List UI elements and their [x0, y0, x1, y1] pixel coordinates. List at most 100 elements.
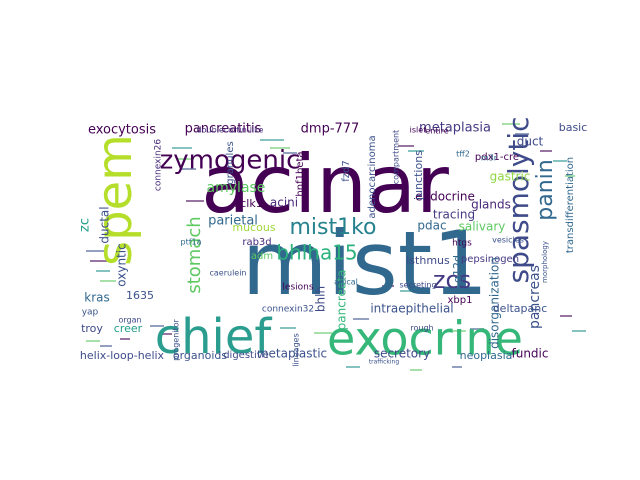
cloud-word-pancreas: pancreas — [527, 265, 543, 329]
filler-word-mark — [96, 270, 110, 272]
cloud-word-progenitor: progenitor — [172, 318, 181, 360]
cloud-word-pancreatitis: pancreatitis — [185, 122, 262, 137]
cloud-word-doublecortin-like: doublecortin-like — [197, 126, 264, 135]
filler-word-mark — [180, 168, 196, 170]
cloud-word-bhlh: bhlh — [314, 286, 328, 312]
cloud-word-lineages: lineages — [292, 333, 301, 367]
filler-word-mark — [450, 330, 466, 332]
cloud-word-caerulein: caerulein — [209, 269, 246, 278]
cloud-word-entire: entire — [425, 127, 448, 136]
cloud-word-rough: rough — [410, 324, 433, 333]
filler-word-mark — [502, 123, 520, 125]
cloud-word-apical: apical — [334, 278, 358, 287]
filler-word-mark — [400, 290, 412, 292]
cloud-word-fzd7: fzd7 — [341, 160, 352, 181]
filler-word-mark — [120, 338, 130, 340]
cloud-word-htgs: htgs — [452, 239, 472, 249]
cloud-word-zc: zc — [78, 218, 93, 232]
filler-word-mark — [353, 318, 369, 320]
filler-word-mark — [100, 345, 112, 347]
cloud-word-stomach: stomach — [184, 216, 205, 293]
cloud-word-m3r: m3r — [481, 154, 498, 163]
cloud-word-rab3d: rab3d — [242, 237, 271, 248]
cloud-word-kras: kras — [84, 291, 110, 305]
cloud-word-isthmus: isthmus — [406, 254, 450, 267]
cloud-word-chief: chief — [155, 309, 273, 365]
cloud-word-dmp-777: dmp-777 — [301, 122, 360, 137]
cloud-word-dclk1: dclk1 — [233, 197, 262, 210]
cloud-word-adenocarcinoma: adenocarcinoma — [367, 135, 378, 218]
cloud-word-acini: acini — [270, 196, 298, 210]
cloud-word-zymogenic: zymogenic — [160, 146, 301, 176]
filler-word-mark — [172, 147, 192, 149]
filler-word-mark — [176, 158, 194, 160]
cloud-word-tff2: tff2 — [456, 150, 470, 159]
cloud-word-salivary: salivary — [459, 220, 506, 234]
filler-word-mark — [150, 325, 164, 327]
filler-word-mark — [260, 139, 284, 141]
filler-word-mark — [470, 328, 484, 330]
cloud-word-metaplastic: metaplastic — [257, 347, 327, 361]
cloud-word-compartment: compartment — [392, 130, 401, 184]
cloud-word-mist1: mist1 — [242, 212, 489, 315]
cloud-word-fundic: fundic — [512, 347, 549, 361]
cloud-word-mucous: mucous — [232, 221, 275, 234]
filler-word-mark — [86, 250, 104, 252]
cloud-word-panin: panin — [533, 159, 558, 220]
cloud-word-vesicles: vesicles — [492, 236, 524, 245]
filler-word-mark — [382, 285, 394, 287]
cloud-word-neoplasia: neoplasia — [460, 349, 513, 362]
cloud-word-hnf1beta: hnf1beta — [295, 151, 306, 196]
cloud-word-glands: glands — [471, 198, 511, 212]
cloud-word-xbp1: xbp1 — [448, 295, 473, 306]
cloud-word-amylase: amylase — [207, 180, 266, 196]
cloud-word-spasmolytic: spasmolytic — [502, 116, 535, 283]
cloud-word-tracing: tracing — [433, 208, 475, 222]
cloud-word-oxyntic: oxyntic — [115, 243, 129, 286]
filler-word-mark — [515, 133, 529, 135]
cloud-word-g12d: g12d — [451, 255, 464, 283]
filler-word-mark — [86, 340, 100, 342]
filler-word-mark — [160, 333, 172, 335]
cloud-word-1635: 1635 — [126, 289, 154, 302]
cloud-word-ptf1a: ptf1a — [180, 238, 201, 247]
cloud-word-creer: creer — [114, 322, 143, 335]
cloud-word-secreting: secreting — [399, 281, 436, 290]
filler-word-mark — [408, 150, 424, 152]
cloud-word-exocytosis: exocytosis — [88, 123, 156, 138]
cloud-word-granules: granules — [225, 141, 236, 184]
cloud-word-mist1ko: mist1ko — [289, 215, 376, 240]
filler-word-mark — [90, 260, 108, 262]
cloud-word-metaplasia: metaplasia — [419, 121, 491, 136]
cloud-word-bhlha15: bhlha15 — [276, 241, 357, 265]
cloud-word-organoids: organoids — [173, 349, 228, 362]
cloud-word-intraepithelial: intraepithelial — [370, 302, 453, 316]
cloud-word-ductal: ductal — [98, 206, 112, 243]
filler-word-mark — [283, 152, 297, 154]
filler-word-mark — [572, 330, 586, 332]
cloud-word-islet: islet — [410, 126, 427, 135]
filler-word-mark — [270, 147, 290, 149]
cloud-word-lesions: lesions — [282, 283, 313, 293]
cloud-word-connexin32: connexin32 — [262, 305, 314, 315]
cloud-word-trafficking: trafficking — [369, 359, 400, 366]
cloud-word-spem: spem — [87, 134, 143, 266]
cloud-word-pancreata: pancreata — [335, 270, 349, 331]
cloud-word-endocrine: endocrine — [415, 190, 475, 204]
cloud-word-acinar: acinar — [201, 138, 449, 231]
filler-word-mark — [553, 160, 567, 162]
filler-word-mark — [314, 332, 332, 334]
filler-word-mark — [398, 145, 414, 147]
cloud-word-zcs: zcs — [433, 266, 471, 294]
cloud-word-disorganization: disorganization — [488, 257, 502, 349]
cloud-word-junctions: junctions — [412, 150, 425, 201]
filler-word-mark — [410, 369, 422, 371]
cloud-word-parietal: parietal — [208, 214, 258, 229]
filler-word-mark — [186, 200, 204, 202]
cloud-word-duct: duct — [517, 135, 544, 149]
filler-word-mark — [565, 175, 575, 177]
filler-word-mark — [346, 366, 360, 368]
cloud-word-transdifferentiation: transdifferentiation — [565, 157, 576, 253]
cloud-word-organ: organ — [118, 316, 141, 325]
